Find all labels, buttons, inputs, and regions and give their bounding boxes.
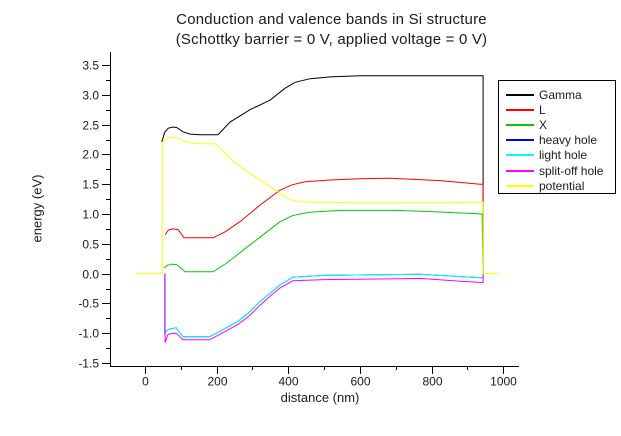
chart-title-line1: Conduction and valence bands in Si struc… — [176, 11, 487, 28]
legend-line-sample-gamma — [506, 93, 534, 96]
series-l — [164, 177, 484, 274]
y-tick-label: 1.0 — [82, 208, 99, 222]
legend-item-light-hole: light hole — [499, 148, 615, 163]
legend-label-potential: potential — [539, 178, 585, 193]
legend-line-sample-heavy-hole — [506, 139, 534, 142]
x-tick-label: 0 — [142, 375, 149, 389]
legend-label-gamma: Gamma — [539, 87, 582, 102]
y-tick-label: 3.0 — [82, 89, 99, 103]
legend-item-gamma: Gamma — [499, 87, 615, 102]
y-tick-label: -1.0 — [78, 327, 99, 341]
legend-item-potential: potential — [499, 178, 615, 193]
y-tick-label: 1.5 — [82, 178, 99, 192]
legend-line-sample-split-off-hole — [506, 169, 534, 172]
legend-item-l: L — [499, 102, 615, 117]
x-axis-label: distance (nm) — [280, 390, 360, 405]
y-tick-label: 2.0 — [82, 148, 99, 162]
legend-label-x: X — [539, 117, 548, 132]
legend-line-sample-light-hole — [506, 154, 534, 157]
legend-item-heavy-hole: heavy hole — [499, 133, 615, 148]
y-tick-label: -1.5 — [78, 357, 99, 371]
legend-item-split-off-hole: split-off hole — [499, 163, 615, 178]
x-tick-label: 400 — [278, 375, 298, 389]
x-tick-label: 1000 — [490, 375, 517, 389]
legend-label-split-off-hole: split-off hole — [539, 163, 604, 178]
y-tick-label: 3.5 — [82, 59, 99, 73]
series-split-off-hole — [164, 273, 484, 343]
chart-title-line2: (Schottky barrier = 0 V, applied voltage… — [175, 31, 488, 48]
legend-line-sample-potential — [506, 184, 534, 187]
y-tick-label: 0.5 — [82, 238, 99, 252]
series-gamma — [161, 75, 484, 274]
series-x — [163, 209, 484, 274]
legend-label-l: L — [539, 102, 546, 117]
legend-line-sample-l — [506, 108, 534, 111]
x-tick-label: 800 — [422, 375, 442, 389]
series-light-hole — [164, 273, 484, 338]
legend-label-heavy-hole: heavy hole — [539, 133, 598, 148]
x-tick-label: 200 — [207, 375, 227, 389]
legend-line-sample-x — [506, 123, 534, 126]
y-tick-label: -0.5 — [78, 297, 99, 311]
x-tick-label: 600 — [350, 375, 370, 389]
series-potential — [135, 136, 499, 275]
y-tick-label: 0.0 — [82, 268, 99, 282]
series-heavy-hole — [164, 273, 484, 338]
legend-label-light-hole: light hole — [539, 148, 588, 163]
legend-item-x: X — [499, 117, 615, 132]
y-tick-label: 2.5 — [82, 119, 99, 133]
chart-title: Conduction and valence bands in Si struc… — [41, 10, 621, 50]
